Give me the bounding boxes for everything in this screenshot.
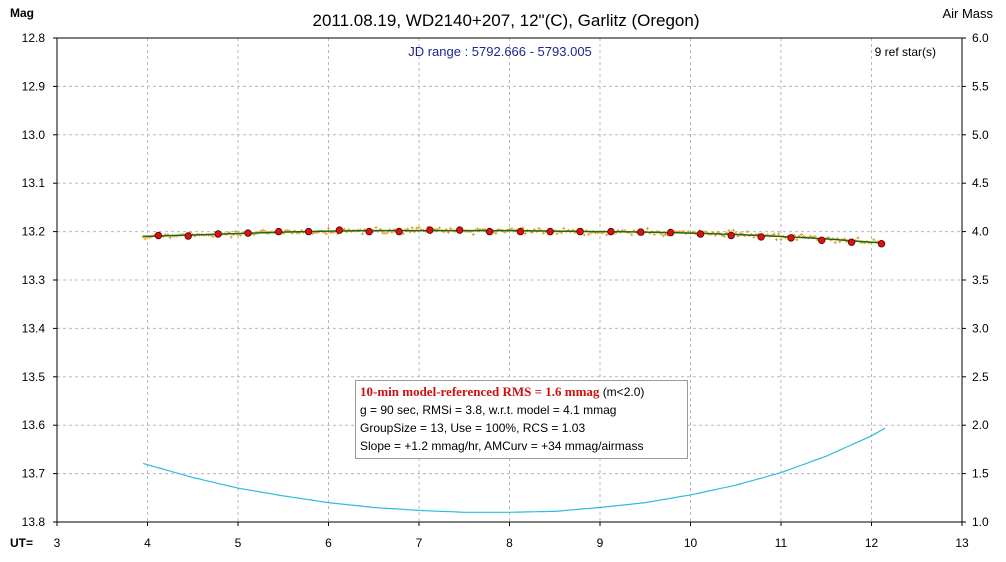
airmass-tick-label: 3.5 — [972, 273, 989, 287]
mag-tick-label: 12.9 — [22, 79, 46, 93]
x-axis-label: UT= — [10, 536, 33, 550]
x-tick-label: 3 — [54, 536, 61, 550]
slope-line: Slope = +1.2 mmag/hr, AMCurv = +34 mmag/… — [360, 439, 644, 453]
mag-tick-label: 13.0 — [22, 128, 46, 142]
airmass-tick-label: 4.0 — [972, 225, 989, 239]
group-mean-point — [877, 239, 886, 248]
airmass-tick-label: 1.0 — [972, 515, 989, 529]
group-means-layer — [154, 226, 886, 248]
mag-tick-label: 13.8 — [22, 515, 46, 529]
airmass-curve-layer — [142, 427, 886, 513]
airmass-curve — [142, 427, 886, 513]
x-tick-label: 8 — [506, 536, 513, 550]
chart-title: 2011.08.19, WD2140+207, 12"(C), Garlitz … — [313, 11, 700, 30]
x-tick-label: 5 — [235, 536, 242, 550]
group-mean-point — [576, 227, 584, 236]
mag-tick-label: 13.6 — [22, 418, 46, 432]
x-tick-label: 6 — [325, 536, 332, 550]
airmass-tick-label: 5.0 — [972, 128, 989, 142]
group-mean-point — [456, 226, 464, 234]
group-mean-point — [214, 230, 222, 238]
group-mean-point — [516, 227, 525, 236]
airmass-tick-label: 2.5 — [972, 370, 989, 384]
group-mean-point — [666, 228, 675, 237]
group-mean-point — [818, 236, 826, 244]
mag-tick-label: 13.4 — [22, 321, 46, 335]
model-fit-line — [142, 229, 886, 244]
airmass-tick-label: 1.5 — [972, 467, 989, 481]
x-tick-label: 9 — [597, 536, 604, 550]
rms-condition: (m<2.0) — [602, 385, 645, 399]
mag-tick-label: 13.1 — [22, 176, 46, 190]
mag-tick-label: 13.7 — [22, 467, 46, 481]
group-mean-point — [154, 231, 163, 240]
x-tick-label: 11 — [775, 536, 788, 550]
exposure-line: g = 90 sec, RMSi = 3.8, w.r.t. model = 4… — [360, 403, 617, 417]
x-tick-label: 4 — [144, 536, 151, 550]
group-mean-point — [847, 238, 856, 246]
x-tick-label: 7 — [416, 536, 423, 550]
mag-tick-label: 13.2 — [22, 225, 46, 239]
right-axis-label: Air Mass — [942, 6, 993, 21]
group-mean-point — [546, 227, 554, 236]
jd-range-label: JD range : 5792.666 - 5793.005 — [408, 44, 592, 59]
mag-tick-label: 12.8 — [22, 31, 46, 45]
group-mean-point — [184, 232, 192, 240]
x-tick-label: 13 — [955, 536, 969, 550]
model-fit-layer — [142, 229, 886, 244]
axis-ticks: 3 4 5 6 7 8 9 10 11 12 13 12.8 12.9 13.0 13.1 13.2 13.3 1… — [22, 31, 989, 550]
group-mean-point — [485, 227, 494, 236]
airmass-tick-label: 5.5 — [972, 79, 989, 93]
group-size-line: GroupSize = 13, Use = 100%, RCS = 1.03 — [360, 421, 586, 435]
group-mean-point — [365, 227, 373, 236]
x-tick-label: 10 — [684, 536, 698, 550]
group-mean-point — [244, 229, 252, 237]
grid-lines — [57, 38, 962, 522]
rms-main: 10-min model-referenced RMS = 1.6 mmag — [360, 384, 600, 399]
rms-line: 10-min model-referenced RMS = 1.6 mmag (… — [360, 383, 683, 401]
ref-stars-label: 9 ref star(s) — [875, 45, 936, 59]
mag-tick-label: 13.5 — [22, 370, 46, 384]
group-mean-point — [426, 226, 434, 234]
group-mean-point — [275, 227, 283, 236]
stats-legend-box: 10-min model-referenced RMS = 1.6 mmag (… — [355, 380, 688, 459]
group-mean-point — [727, 231, 735, 240]
group-mean-point — [335, 226, 344, 234]
airmass-tick-label: 4.5 — [972, 176, 989, 190]
group-mean-point — [696, 230, 705, 238]
airmass-tick-label: 3.0 — [972, 321, 989, 335]
group-mean-point — [304, 227, 313, 236]
x-tick-label: 12 — [865, 536, 879, 550]
airmass-tick-label: 2.0 — [972, 418, 989, 432]
left-axis-label: Mag — [10, 6, 34, 20]
group-mean-point — [607, 227, 615, 236]
airmass-tick-label: 6.0 — [972, 31, 989, 45]
mag-tick-label: 13.3 — [22, 273, 46, 287]
group-mean-point — [637, 228, 645, 236]
group-mean-point — [757, 233, 765, 241]
group-mean-point — [787, 234, 795, 242]
group-mean-point — [395, 227, 403, 236]
